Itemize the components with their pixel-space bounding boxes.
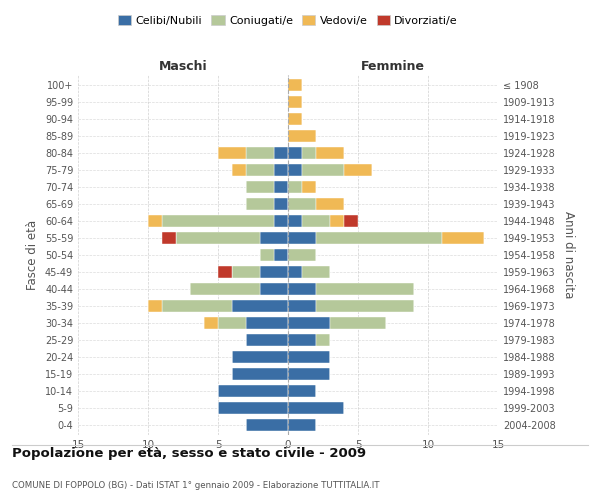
Bar <box>288 130 316 142</box>
Bar <box>218 384 288 397</box>
Text: Femmine: Femmine <box>361 60 425 74</box>
Bar <box>344 215 358 227</box>
Y-axis label: Anni di nascita: Anni di nascita <box>562 212 575 298</box>
Bar <box>232 266 260 278</box>
Bar <box>218 147 246 159</box>
Bar <box>288 113 302 126</box>
Bar <box>162 232 176 244</box>
Bar <box>316 232 442 244</box>
Bar <box>288 283 316 295</box>
Bar <box>316 283 414 295</box>
Text: COMUNE DI FOPPOLO (BG) - Dati ISTAT 1° gennaio 2009 - Elaborazione TUTTITALIA.IT: COMUNE DI FOPPOLO (BG) - Dati ISTAT 1° g… <box>12 480 380 490</box>
Bar <box>442 232 484 244</box>
Bar <box>274 249 288 261</box>
Bar <box>162 215 274 227</box>
Bar <box>190 283 260 295</box>
Bar <box>274 164 288 176</box>
Bar <box>288 402 344 414</box>
Bar <box>288 164 302 176</box>
Bar <box>274 147 288 159</box>
Bar <box>288 384 316 397</box>
Bar <box>288 317 330 329</box>
Bar <box>246 418 288 431</box>
Bar <box>288 79 302 92</box>
Bar <box>288 147 302 159</box>
Bar <box>316 334 330 346</box>
Bar <box>302 215 330 227</box>
Bar <box>288 249 316 261</box>
Bar <box>288 181 302 193</box>
Bar <box>288 418 316 431</box>
Bar <box>232 164 246 176</box>
Bar <box>246 164 274 176</box>
Bar <box>288 300 316 312</box>
Y-axis label: Fasce di età: Fasce di età <box>26 220 39 290</box>
Bar <box>344 164 372 176</box>
Legend: Celibi/Nubili, Coniugati/e, Vedovi/e, Divorziati/e: Celibi/Nubili, Coniugati/e, Vedovi/e, Di… <box>113 10 463 30</box>
Bar <box>260 232 288 244</box>
Bar <box>260 249 274 261</box>
Text: Popolazione per età, sesso e stato civile - 2009: Popolazione per età, sesso e stato civil… <box>12 448 366 460</box>
Bar <box>288 368 330 380</box>
Bar <box>302 181 316 193</box>
Bar <box>218 266 232 278</box>
Text: Maschi: Maschi <box>158 60 208 74</box>
Bar <box>302 147 316 159</box>
Bar <box>260 266 288 278</box>
Bar <box>288 232 316 244</box>
Bar <box>218 402 288 414</box>
Bar <box>232 368 288 380</box>
Bar <box>288 351 330 363</box>
Bar <box>288 96 302 108</box>
Bar <box>330 317 386 329</box>
Bar <box>316 198 344 210</box>
Bar <box>274 181 288 193</box>
Bar <box>148 300 162 312</box>
Bar <box>316 147 344 159</box>
Bar <box>218 317 246 329</box>
Bar <box>288 266 302 278</box>
Bar <box>246 181 274 193</box>
Bar <box>246 147 274 159</box>
Bar <box>288 198 316 210</box>
Bar <box>316 300 414 312</box>
Bar <box>302 164 344 176</box>
Bar <box>288 215 302 227</box>
Bar <box>162 300 232 312</box>
Bar <box>246 198 274 210</box>
Bar <box>302 266 330 278</box>
Bar <box>274 198 288 210</box>
Bar <box>232 300 288 312</box>
Bar <box>274 215 288 227</box>
Bar <box>148 215 162 227</box>
Bar <box>232 351 288 363</box>
Bar <box>330 215 344 227</box>
Bar <box>176 232 260 244</box>
Bar <box>204 317 218 329</box>
Bar <box>246 317 288 329</box>
Bar <box>260 283 288 295</box>
Bar <box>288 334 316 346</box>
Bar <box>246 334 288 346</box>
